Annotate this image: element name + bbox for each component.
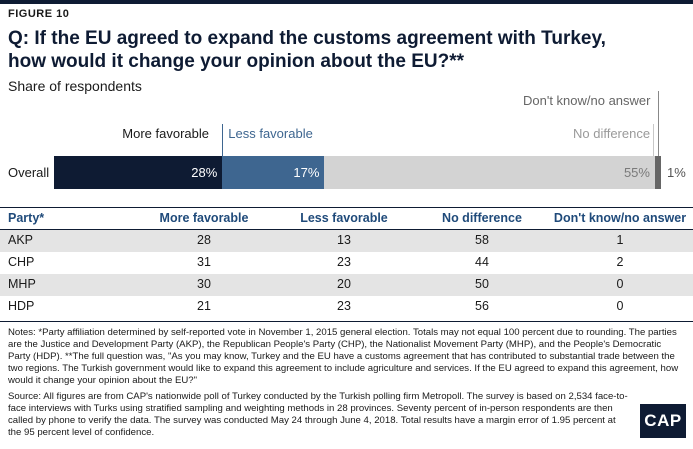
top-bar <box>0 0 693 4</box>
cell-party: CHP <box>8 255 35 269</box>
table-row: MHP 30 20 50 0 <box>0 274 693 296</box>
cell-dont-know: 2 <box>616 255 624 269</box>
legend-tick-no-difference <box>652 124 654 156</box>
header-party: Party* <box>8 211 45 225</box>
cell-more-favorable: 21 <box>197 299 211 313</box>
cell-party: HDP <box>8 299 35 313</box>
table-row: CHP 31 23 44 2 <box>0 252 693 274</box>
cell-less-favorable: 23 <box>337 255 351 269</box>
data-label-less-favorable: 17% <box>293 165 320 180</box>
header-less-favorable: Less favorable <box>300 211 388 225</box>
cell-less-favorable: 23 <box>337 299 351 313</box>
legend-tick-less-favorable <box>222 124 224 156</box>
cell-no-difference: 50 <box>475 277 489 291</box>
title-line-2: how would it change your opinion about t… <box>8 51 464 72</box>
bar-segment-more-favorable: 28% <box>54 156 223 189</box>
table-row: AKP 28 13 58 1 <box>0 230 693 252</box>
bar-category-label: Overall <box>8 165 50 180</box>
data-label-no-difference: 55% <box>623 165 650 180</box>
source-text: Source: All figures are from CAP's natio… <box>8 391 628 438</box>
cell-more-favorable: 31 <box>197 255 211 269</box>
cell-more-favorable: 28 <box>197 233 211 247</box>
cell-no-difference: 58 <box>475 233 489 247</box>
cell-less-favorable: 13 <box>337 233 351 247</box>
notes-divider <box>0 321 693 322</box>
figure-label: FIGURE 10 <box>8 8 70 20</box>
cell-party: AKP <box>8 233 34 247</box>
data-label-dont-know: 1% <box>667 165 686 180</box>
legend-no-difference: No difference <box>572 126 651 141</box>
bar-segment-dont-know <box>654 156 661 189</box>
cell-dont-know: 1 <box>616 233 624 247</box>
chart-subtitle: Share of respondents <box>8 78 142 94</box>
cell-no-difference: 44 <box>475 255 489 269</box>
data-label-more-favorable: 28% <box>191 165 218 180</box>
header-more-favorable: More favorable <box>159 211 249 225</box>
legend-tick-dont-know <box>657 91 659 156</box>
cell-party: MHP <box>8 277 36 291</box>
table-row: HDP 21 23 56 0 <box>0 296 693 318</box>
legend-more-favorable: More favorable <box>122 126 209 141</box>
bar-segment-no-difference: 55% <box>324 156 655 189</box>
cell-less-favorable: 20 <box>337 277 351 291</box>
cell-dont-know: 0 <box>616 277 624 291</box>
header-no-difference: No difference <box>442 211 522 225</box>
bar-segment-less-favorable: 17% <box>222 156 325 189</box>
title-line-1: Q: If the EU agreed to expand the custom… <box>8 28 606 49</box>
legend-less-favorable: Less favorable <box>228 126 313 141</box>
notes-text: Notes: *Party affiliation determined by … <box>8 327 679 386</box>
chart-title: Q: If the EU agreed to expand the custom… <box>8 27 688 73</box>
header-dont-know: Don't know/no answer <box>553 211 687 225</box>
cell-more-favorable: 30 <box>197 277 211 291</box>
cap-logo: CAP <box>640 404 686 438</box>
table-header: Party* More favorable Less favorable No … <box>0 207 693 230</box>
cell-no-difference: 56 <box>475 299 489 313</box>
cell-dont-know: 0 <box>616 299 624 313</box>
legend-dont-know: Don't know/no answer <box>522 93 651 108</box>
